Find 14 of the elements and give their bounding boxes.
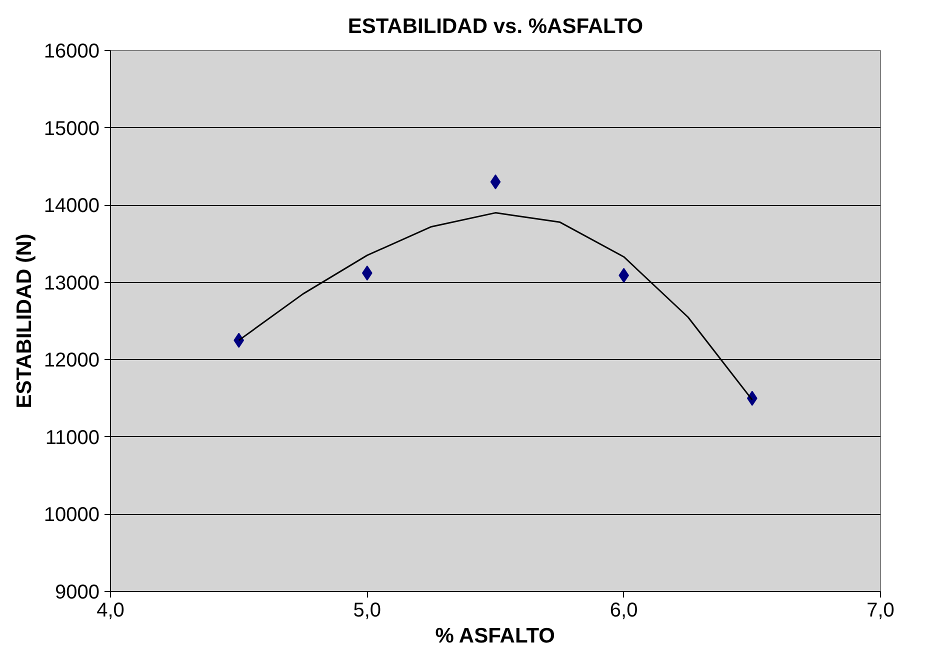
y-tick-label: 11000 <box>45 426 100 449</box>
y-tick-label: 16000 <box>44 40 100 62</box>
y-tick-label: 15000 <box>44 118 100 140</box>
chart-title: ESTABILIDAD vs. %ASFALTO <box>348 15 644 38</box>
y-tick-label: 13000 <box>44 272 100 294</box>
x-tick-label: 7,0 <box>866 600 894 622</box>
point <box>490 174 501 190</box>
y-tick-label: 10000 <box>44 504 100 526</box>
x-tick-label: 6,0 <box>610 600 638 622</box>
y-tick-label: 14000 <box>44 195 100 218</box>
x-tick-label: 5,0 <box>353 600 382 622</box>
y-axis-title: ESTABILIDAD (N) <box>12 234 36 408</box>
y-tick-label: 12000 <box>44 350 100 372</box>
x-axis-title: % ASFALTO <box>435 624 556 648</box>
